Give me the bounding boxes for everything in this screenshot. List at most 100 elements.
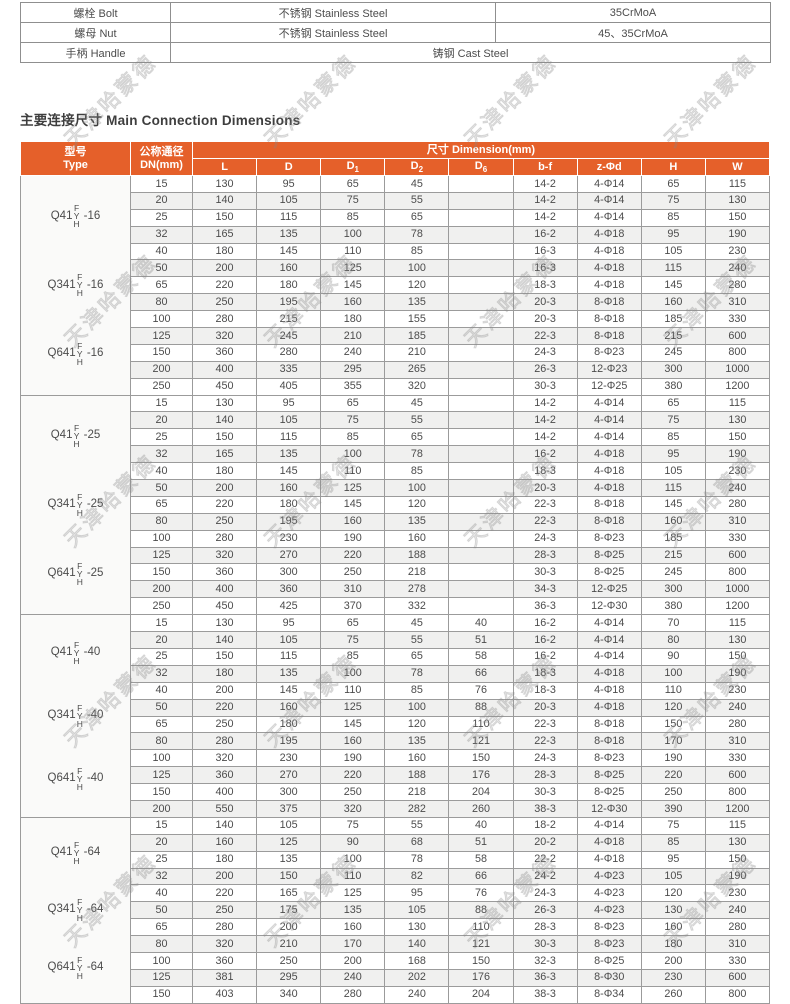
dn-cell: 250 xyxy=(130,597,193,616)
dim-cell: 24-3 xyxy=(512,529,578,548)
dim-cell: 600 xyxy=(704,968,771,987)
dim-cell: 115 xyxy=(704,175,771,193)
dim-cell: 4-Φ14 xyxy=(576,175,642,193)
dim-cell xyxy=(448,377,514,396)
model-label: Q41 F Y H -16 xyxy=(50,203,101,230)
dim-cell: 600 xyxy=(704,327,771,345)
dim-cell: 180 xyxy=(191,242,258,261)
dim-cell: 180 xyxy=(256,276,322,295)
header-sub-col: z-Φd xyxy=(576,158,642,176)
dn-cell: 40 xyxy=(130,681,193,700)
dim-cell: 185 xyxy=(640,529,706,548)
header-type: 型号 Type xyxy=(20,141,131,176)
dim-cell: 370 xyxy=(320,597,386,616)
dim-cell: 800 xyxy=(704,343,771,362)
dim-cell: 40 xyxy=(448,614,514,633)
dim-cell: 450 xyxy=(191,377,258,396)
dim-cell: 38-3 xyxy=(512,799,578,818)
dimension-row: 32 165 135 100 78 16-2 4-Φ18 95 190 xyxy=(21,225,771,244)
dim-cell xyxy=(448,327,514,345)
dim-cell: 190 xyxy=(704,445,771,464)
dim-cell: 230 xyxy=(704,884,771,903)
dim-cell: 332 xyxy=(384,597,450,616)
dim-cell: 45 xyxy=(384,394,450,413)
dim-cell: 115 xyxy=(704,816,771,835)
dim-cell: 800 xyxy=(704,783,771,801)
dim-cell: 130 xyxy=(704,833,771,852)
dim-cell: 18-3 xyxy=(512,681,578,700)
dimension-row: 20 140 105 75 55 51 16-2 4-Φ14 80 130 xyxy=(21,631,771,649)
header-sub-col: D2 xyxy=(384,158,450,176)
dn-cell: 25 xyxy=(130,208,193,227)
dim-cell: 125 xyxy=(256,833,322,852)
dim-cell: 250 xyxy=(640,783,706,801)
dimension-row: 40 180 145 110 85 18-3 4-Φ18 105 230 xyxy=(21,462,771,481)
dim-cell: 24-2 xyxy=(512,867,578,886)
dim-cell: 140 xyxy=(191,191,258,210)
dim-cell xyxy=(448,428,514,447)
dim-cell: 190 xyxy=(704,664,771,683)
dim-cell: 230 xyxy=(704,462,771,481)
dim-cell: 8-Φ23 xyxy=(576,918,642,937)
header-dimension: 尺寸 Dimension(mm) xyxy=(192,141,770,159)
dim-cell: 95 xyxy=(256,614,322,633)
dn-cell: 40 xyxy=(130,242,193,261)
dim-cell: 32-3 xyxy=(512,951,578,970)
dim-cell: 310 xyxy=(704,512,771,531)
dim-cell: 282 xyxy=(384,799,450,818)
dim-cell: 65 xyxy=(320,614,386,633)
dim-cell: 278 xyxy=(384,580,450,599)
dim-cell: 145 xyxy=(256,242,322,261)
dim-cell: 14-2 xyxy=(512,428,578,447)
header-type-en: Type xyxy=(63,158,88,171)
dim-cell: 16-3 xyxy=(512,242,578,261)
dim-cell: 125 xyxy=(320,479,386,497)
dn-cell: 25 xyxy=(130,428,193,447)
dim-cell: 4-Φ18 xyxy=(576,664,642,683)
dimension-row: Q41 F Y H -40 Q341 F Y H -40 Q641 F Y H -40 15 130 95 65 45… xyxy=(20,614,771,818)
dimension-row: 50 250 175 135 105 88 26-3 4-Φ23 130 240 xyxy=(21,901,771,920)
dim-cell: 16-2 xyxy=(512,445,578,464)
dim-cell: 360 xyxy=(191,951,258,970)
dim-cell: 210 xyxy=(320,327,386,345)
dim-cell xyxy=(448,310,514,329)
dim-cell: 381 xyxy=(191,968,258,987)
dim-cell: 4-Φ14 xyxy=(576,394,642,413)
model-label: Q341 F Y H -25 xyxy=(47,491,104,518)
dim-cell: 135 xyxy=(256,850,322,869)
dim-cell: 4-Φ18 xyxy=(576,225,642,244)
dn-cell: 80 xyxy=(130,732,193,751)
dim-cell: 380 xyxy=(640,377,706,396)
dim-cell: 12-Φ30 xyxy=(576,597,642,616)
dim-cell xyxy=(448,259,514,278)
dim-cell: 300 xyxy=(256,563,322,582)
model-label: Q41 F Y H -64 xyxy=(50,839,101,866)
material-name: 不锈钢 Stainless Steel xyxy=(170,22,496,43)
dim-cell: 135 xyxy=(320,901,386,920)
dim-cell: 4-Φ14 xyxy=(576,411,642,430)
dim-cell xyxy=(448,225,514,244)
dim-cell: 195 xyxy=(256,512,322,531)
dn-cell: 40 xyxy=(130,462,193,481)
dim-cell: 130 xyxy=(704,631,771,649)
dim-cell xyxy=(448,175,514,193)
dim-cell: 95 xyxy=(640,850,706,869)
dim-cell: 4-Φ18 xyxy=(576,462,642,481)
material-row-bolt: 螺栓 Bolt 不锈钢 Stainless Steel 35CrMoA xyxy=(20,2,771,23)
dim-cell: 165 xyxy=(191,225,258,244)
dim-cell: 65 xyxy=(640,394,706,413)
dn-cell: 20 xyxy=(130,833,193,852)
header-row-1: 型号 Type 公称通径 DN(mm) 尺寸 Dimension(mm) xyxy=(20,141,770,176)
dim-cell: 202 xyxy=(384,968,450,987)
dim-cell: 105 xyxy=(256,816,322,835)
dimension-row: 25 150 115 85 65 58 16-2 4-Φ14 90 150 xyxy=(21,647,771,666)
dim-cell xyxy=(448,479,514,497)
dim-cell: 65 xyxy=(384,647,450,666)
dim-cell: 100 xyxy=(320,850,386,869)
dim-cell: 8-Φ25 xyxy=(576,546,642,565)
dim-cell: 68 xyxy=(384,833,450,852)
dim-cell: 145 xyxy=(320,276,386,295)
dimension-row: 40 180 145 110 85 16-3 4-Φ18 105 230 xyxy=(21,242,771,261)
dim-cell: 170 xyxy=(320,935,386,953)
dim-cell: 100 xyxy=(640,664,706,683)
